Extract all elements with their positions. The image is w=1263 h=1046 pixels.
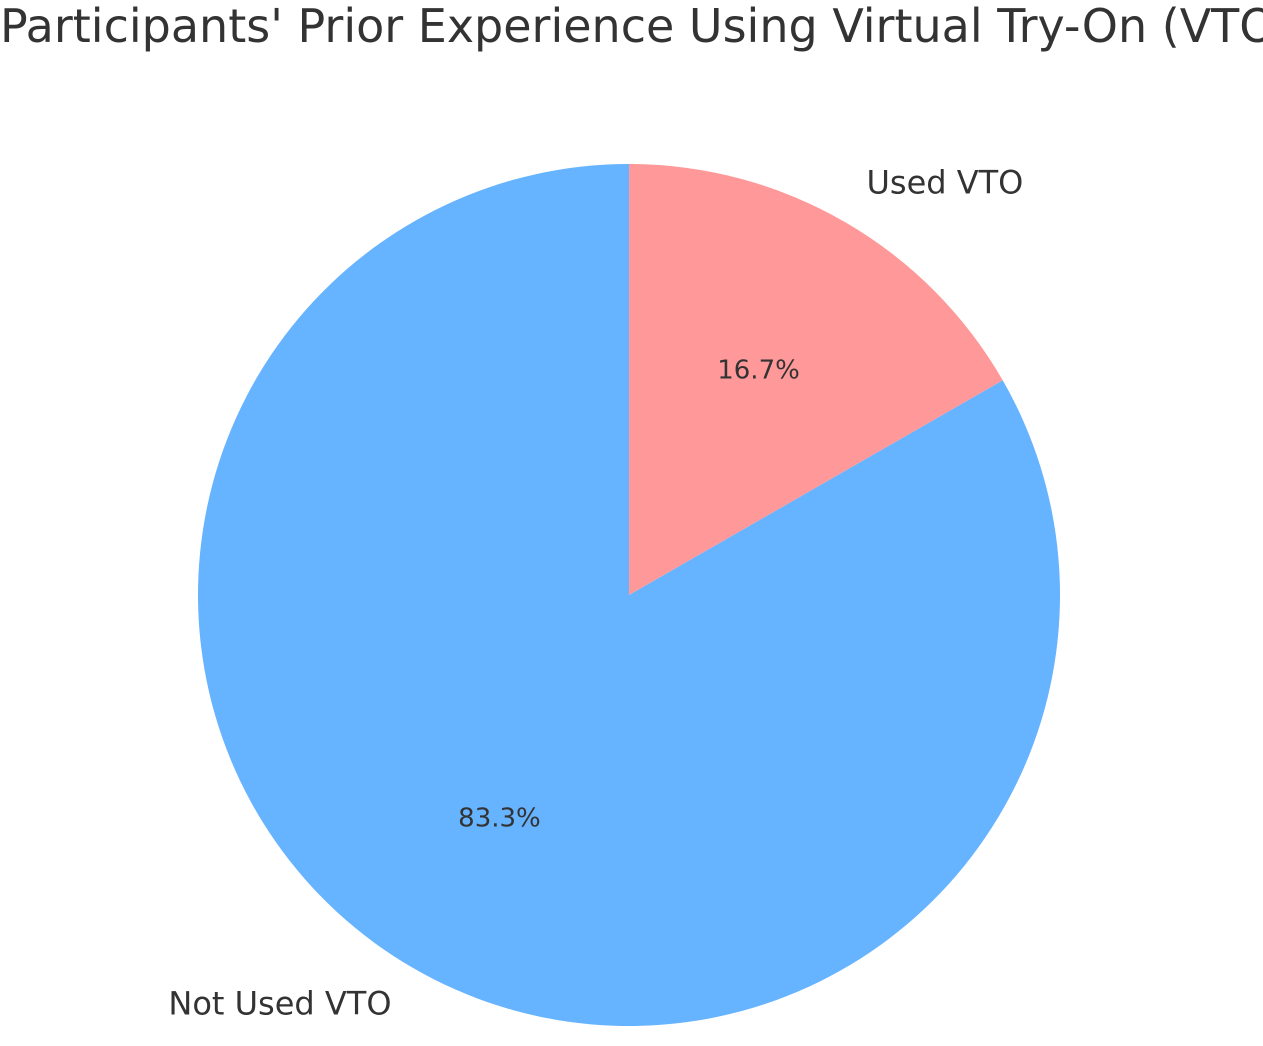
chart-title: Participants' Prior Experience Using Vir… [0, 0, 1263, 53]
slice-label-not-used-vto: Not Used VTO [168, 984, 391, 1022]
pie-slices [197, 164, 1060, 1026]
slice-label-used-vto: Used VTO [866, 164, 1023, 202]
pie-slice-used-vto [629, 164, 1003, 595]
slice-pct-used-vto: 16.7% [717, 356, 800, 386]
pie-labels: Not Used VTO 83.3% Used VTO 16.7% [168, 164, 1023, 1023]
slice-pct-not-used-vto: 83.3% [458, 803, 541, 833]
pie-slice-not-used-vto [197, 164, 1060, 1026]
